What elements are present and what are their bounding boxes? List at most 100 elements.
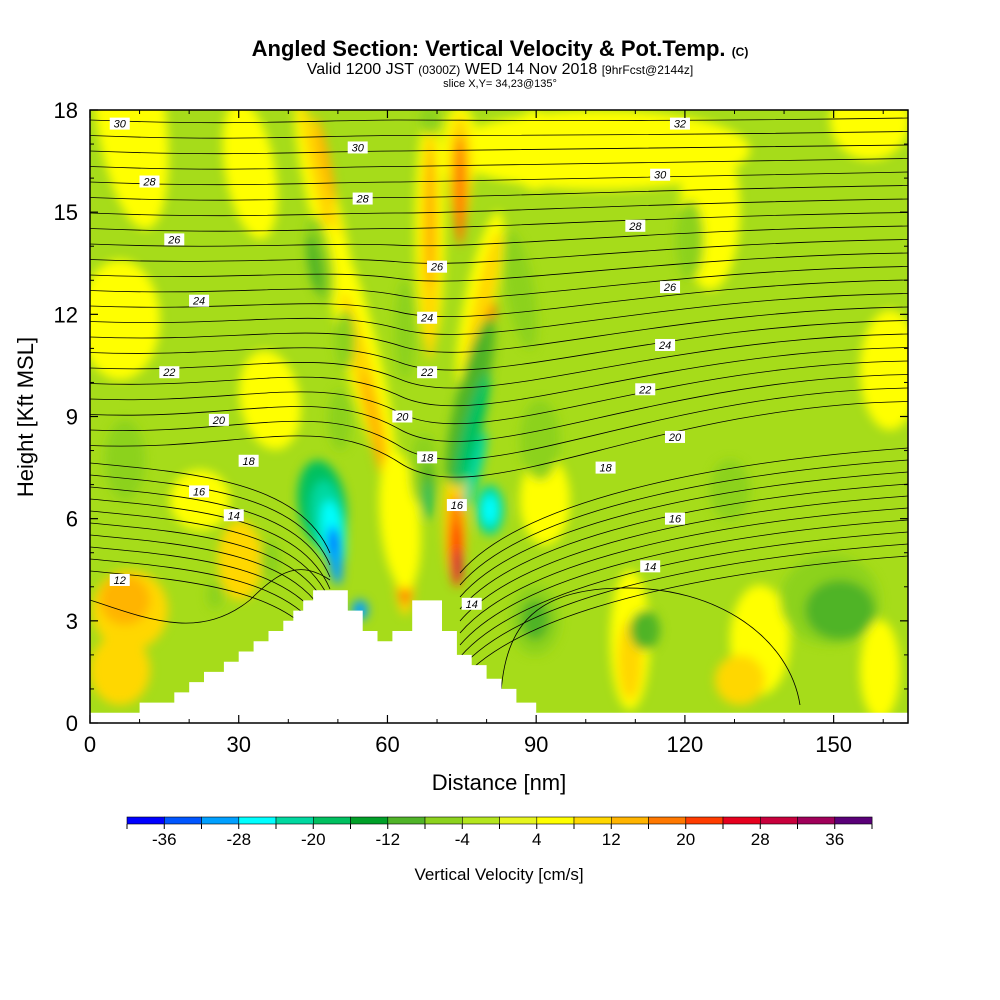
colorbar-swatch: [387, 816, 426, 825]
velocity-cell: [222, 110, 278, 240]
slice-info: slice X,Y= 34,23@135°: [443, 78, 557, 90]
valid-time: Valid 1200 JST: [306, 61, 414, 78]
velocity-cell: [715, 655, 765, 705]
colorbar-swatch: [685, 816, 724, 825]
colorbar-swatch: [238, 816, 277, 825]
theta-label: 28: [352, 192, 373, 206]
svg-text:24: 24: [192, 296, 205, 308]
svg-text:20: 20: [395, 412, 409, 424]
theta-contour: [90, 507, 908, 634]
velocity-cell: [260, 540, 280, 580]
chart-title-suffix: (C): [731, 45, 749, 59]
velocity-cell: [453, 549, 461, 581]
chart-title: Angled Section: Vertical Velocity & Pot.…: [0, 36, 1000, 62]
theta-contour: [90, 306, 908, 353]
theta-label: 30: [650, 168, 671, 182]
svg-text:18: 18: [599, 463, 612, 475]
colorbar-tick-label: 28: [751, 830, 770, 849]
theta-label: 24: [655, 338, 676, 352]
svg-text:16: 16: [669, 514, 682, 526]
colorbar-swatch: [573, 816, 612, 825]
velocity-cell: [420, 110, 440, 135]
colorbar-swatch: [164, 816, 202, 825]
theta-contour: [90, 293, 908, 335]
velocity-cell: [335, 310, 355, 370]
velocity-cell: [805, 580, 875, 640]
forecast-info: [9hrFcst@2144z]: [601, 63, 694, 77]
velocity-cell: [379, 450, 421, 590]
theta-label: 18: [238, 454, 259, 468]
velocity-cell: [330, 528, 338, 552]
theta-contour: [90, 198, 908, 217]
velocity-cell: [218, 520, 262, 600]
x-axis-label: Distance [nm]: [432, 770, 567, 795]
velocity-cell: [676, 200, 704, 280]
theta-label: 24: [189, 294, 210, 308]
colorbar-swatch: [126, 816, 165, 825]
theta-label: 28: [139, 175, 160, 189]
colorbar-swatch: [722, 816, 761, 825]
svg-text:22: 22: [420, 367, 433, 379]
theta-contour: [90, 185, 908, 201]
svg-text:28: 28: [628, 221, 642, 233]
colorbar: -36 -28 -20 -12 -4 4 12 20 28 36: [126, 816, 873, 849]
y-tick-label: 9: [66, 405, 78, 430]
svg-text:16: 16: [193, 486, 206, 498]
svg-text:30: 30: [352, 142, 365, 154]
colorbar-tick-label: -20: [301, 830, 326, 849]
svg-text:26: 26: [430, 262, 444, 274]
theta-label: 20: [208, 413, 229, 427]
velocity-cell: [830, 110, 908, 160]
theta-label: 32: [669, 117, 690, 131]
theta-contour: [90, 459, 908, 586]
colorbar-swatch: [424, 816, 463, 825]
colorbar-tick-label: -28: [226, 830, 251, 849]
velocity-cell: [520, 400, 560, 480]
theta-contour: [90, 117, 908, 124]
velocity-cell: [521, 600, 549, 640]
colorbar-label: Vertical Velocity [cm/s]: [414, 865, 583, 884]
svg-text:18: 18: [243, 456, 256, 468]
theta-label: 14: [461, 597, 482, 611]
colorbar-swatch: [350, 816, 389, 825]
velocity-cell: [239, 350, 301, 450]
x-tick-label: 90: [524, 732, 548, 757]
svg-text:32: 32: [674, 119, 686, 131]
velocity-cell: [100, 575, 150, 625]
theta-contour: [90, 495, 908, 622]
colorbar-tick-label: 36: [825, 830, 844, 849]
theta-contour: [90, 333, 908, 389]
theta-label: 16: [189, 485, 210, 498]
valid-zulu: (0300Z): [418, 63, 461, 77]
svg-text:14: 14: [466, 599, 478, 611]
theta-contour: [90, 569, 331, 624]
theta-contour: [90, 347, 908, 407]
theta-contour: [90, 401, 908, 478]
colorbar-tick-label: 12: [602, 830, 621, 849]
colorbar-tick-label: -36: [152, 830, 177, 849]
theta-contour: [90, 158, 908, 170]
velocity-cell: [710, 460, 750, 520]
colorbar-swatch: [499, 816, 538, 825]
svg-text:24: 24: [658, 340, 671, 352]
theta-label: 16: [664, 512, 685, 526]
svg-text:12: 12: [114, 575, 126, 587]
svg-text:22: 22: [638, 384, 651, 396]
colorbar-tick-label: 20: [676, 830, 695, 849]
theta-label: 20: [392, 410, 413, 424]
theta-contour: [90, 320, 908, 371]
svg-text:30: 30: [654, 170, 667, 182]
velocity-cell: [510, 110, 560, 190]
colorbar-tick-label: -4: [455, 830, 470, 849]
theta-contour: [90, 279, 908, 318]
colorbar-swatch: [201, 816, 240, 825]
colorbar-tick-label: -12: [375, 830, 400, 849]
velocity-cell: [463, 431, 487, 509]
theta-contour: [90, 225, 908, 247]
colorbar-tick-label: 4: [532, 830, 541, 849]
velocity-cell: [425, 130, 435, 290]
chart-title-text: Angled Section: Vertical Velocity & Pot.…: [251, 36, 726, 61]
velocity-cell: [630, 610, 660, 650]
terrain: [90, 590, 908, 723]
